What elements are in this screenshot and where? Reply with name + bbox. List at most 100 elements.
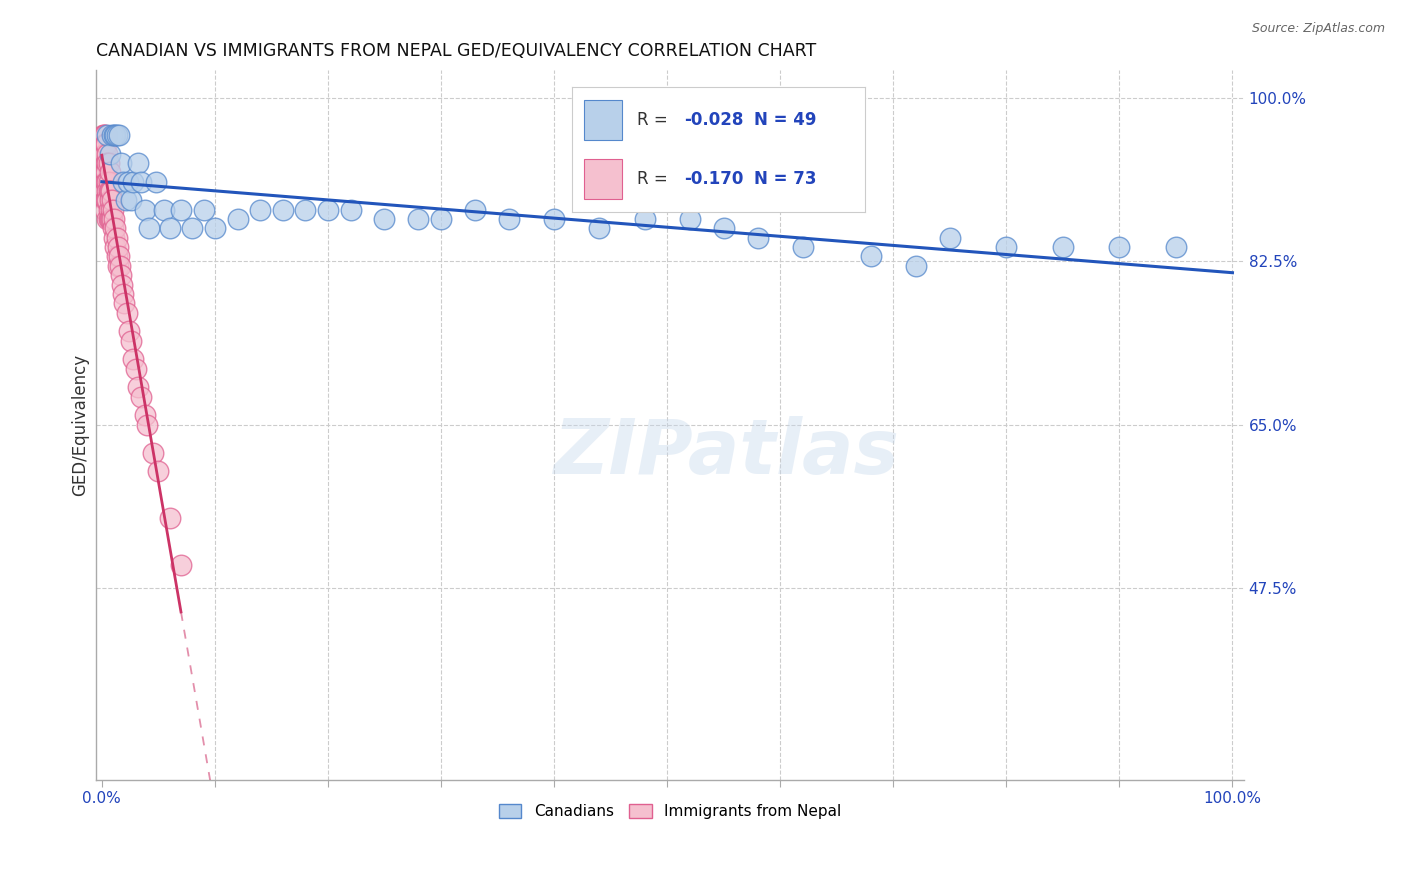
- Point: [339, 202, 361, 217]
- Point: [127, 156, 149, 170]
- Point: [148, 464, 170, 478]
- Point: [122, 352, 145, 367]
- Point: [91, 128, 114, 142]
- Point: [159, 511, 181, 525]
- Point: [97, 202, 120, 217]
- Point: [120, 194, 142, 208]
- Point: [98, 212, 121, 227]
- Point: [94, 165, 117, 179]
- Text: CANADIAN VS IMMIGRANTS FROM NEPAL GED/EQUIVALENCY CORRELATION CHART: CANADIAN VS IMMIGRANTS FROM NEPAL GED/EQ…: [96, 42, 817, 60]
- Point: [96, 146, 118, 161]
- Point: [408, 212, 430, 227]
- Text: ZIPatlas: ZIPatlas: [554, 416, 900, 490]
- Point: [96, 175, 118, 189]
- Point: [939, 231, 962, 245]
- Point: [120, 334, 142, 348]
- Point: [98, 184, 121, 198]
- Point: [588, 221, 610, 235]
- Point: [100, 184, 122, 198]
- Point: [96, 175, 118, 189]
- Point: [226, 212, 249, 227]
- Point: [93, 165, 115, 179]
- Point: [131, 175, 153, 189]
- Point: [94, 128, 117, 142]
- Point: [316, 202, 339, 217]
- Point: [117, 175, 139, 189]
- Point: [138, 221, 160, 235]
- Point: [110, 156, 132, 170]
- Point: [747, 231, 769, 245]
- Point: [110, 268, 132, 282]
- Point: [97, 175, 120, 189]
- Point: [101, 128, 124, 142]
- Point: [94, 184, 117, 198]
- Point: [96, 212, 118, 227]
- Point: [122, 175, 145, 189]
- Point: [193, 202, 215, 217]
- Point: [94, 194, 117, 208]
- Point: [127, 380, 149, 394]
- Point: [1052, 240, 1074, 254]
- Point: [104, 221, 127, 235]
- Point: [94, 137, 117, 152]
- Point: [96, 156, 118, 170]
- Point: [96, 137, 118, 152]
- Point: [170, 558, 193, 572]
- Point: [96, 194, 118, 208]
- Point: [98, 194, 121, 208]
- Point: [93, 146, 115, 161]
- Point: [104, 128, 127, 142]
- Point: [112, 175, 135, 189]
- Point: [93, 156, 115, 170]
- Point: [904, 259, 927, 273]
- Point: [103, 128, 125, 142]
- Point: [108, 259, 131, 273]
- Point: [93, 137, 115, 152]
- Point: [107, 259, 129, 273]
- Point: [373, 212, 395, 227]
- Point: [142, 445, 165, 459]
- Point: [111, 277, 134, 292]
- Point: [96, 165, 118, 179]
- Point: [792, 240, 814, 254]
- Point: [93, 184, 115, 198]
- Point: [91, 156, 114, 170]
- Point: [294, 202, 316, 217]
- Point: [105, 250, 128, 264]
- Point: [118, 324, 141, 338]
- Point: [995, 240, 1018, 254]
- Point: [679, 212, 702, 227]
- Point: [94, 175, 117, 189]
- Point: [249, 202, 271, 217]
- Point: [96, 194, 118, 208]
- Text: Source: ZipAtlas.com: Source: ZipAtlas.com: [1251, 22, 1385, 36]
- Point: [105, 231, 128, 245]
- Point: [114, 194, 136, 208]
- Point: [97, 212, 120, 227]
- Point: [91, 146, 114, 161]
- Legend: Canadians, Immigrants from Nepal: Canadians, Immigrants from Nepal: [492, 798, 848, 825]
- Point: [115, 305, 138, 319]
- Point: [96, 128, 118, 142]
- Point: [543, 212, 565, 227]
- Point: [103, 231, 125, 245]
- Point: [101, 221, 124, 235]
- Point: [100, 202, 122, 217]
- Point: [159, 221, 181, 235]
- Point: [105, 128, 128, 142]
- Point: [131, 390, 153, 404]
- Point: [125, 361, 148, 376]
- Y-axis label: GED/Equivalency: GED/Equivalency: [72, 353, 89, 496]
- Point: [101, 202, 124, 217]
- Point: [101, 212, 124, 227]
- Point: [204, 221, 226, 235]
- Point: [107, 128, 129, 142]
- Point: [181, 221, 204, 235]
- Point: [107, 240, 129, 254]
- Point: [97, 184, 120, 198]
- Point: [134, 409, 156, 423]
- Point: [91, 165, 114, 179]
- Point: [859, 250, 882, 264]
- Point: [271, 202, 294, 217]
- Point: [96, 156, 118, 170]
